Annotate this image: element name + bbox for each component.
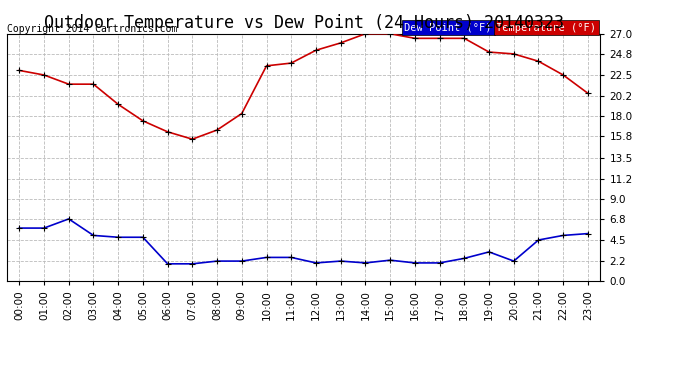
Text: Copyright 2014 Cartronics.com: Copyright 2014 Cartronics.com (7, 24, 177, 34)
Text: Temperature (°F): Temperature (°F) (496, 22, 596, 33)
Text: Dew Point (°F): Dew Point (°F) (404, 22, 492, 33)
Title: Outdoor Temperature vs Dew Point (24 Hours) 20140323: Outdoor Temperature vs Dew Point (24 Hou… (43, 14, 564, 32)
